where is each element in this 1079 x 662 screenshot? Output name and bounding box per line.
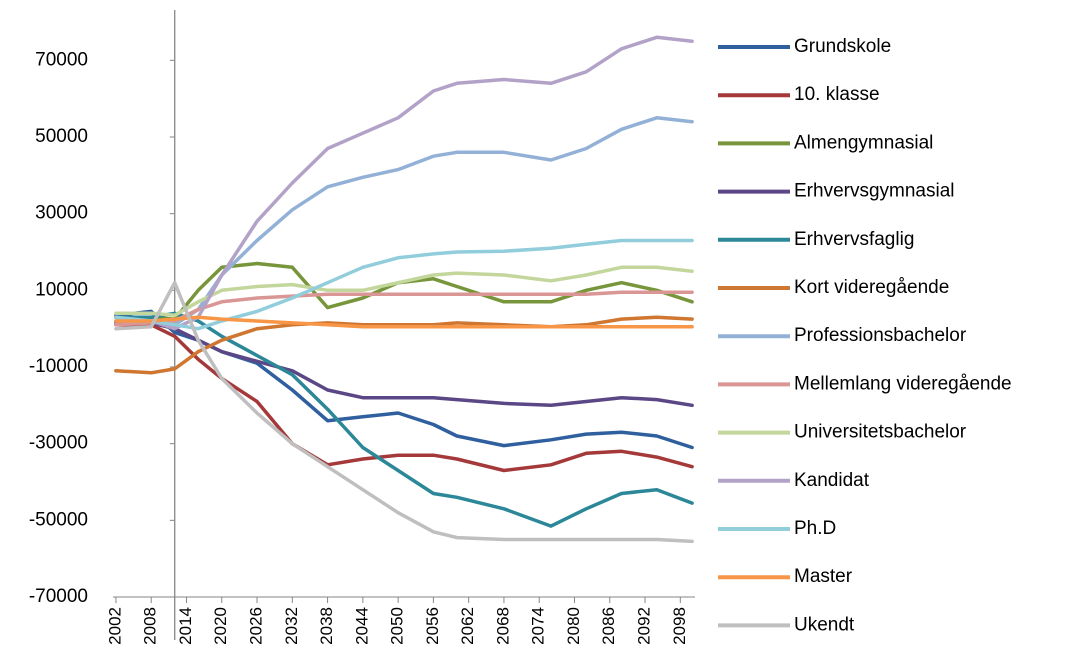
- y-tick-label: -50000: [29, 509, 88, 530]
- x-tick-label: 2098: [670, 607, 689, 645]
- x-tick-label: 2032: [282, 607, 301, 645]
- series-line: [114, 309, 694, 450]
- x-tick-label: 2074: [529, 607, 548, 645]
- x-tick-label: 2062: [458, 607, 477, 645]
- series-line: [114, 280, 694, 544]
- x-tick-label: 2086: [599, 607, 618, 645]
- y-tick-label: -70000: [29, 586, 88, 607]
- x-tick-label: 2044: [352, 607, 371, 645]
- x-tick-label: 2020: [211, 607, 230, 645]
- series-line: [114, 290, 694, 327]
- y-tick-label: -30000: [29, 433, 88, 454]
- x-tick-label: 2092: [635, 607, 654, 645]
- legend-label: Mellemlang videregående: [794, 373, 1012, 394]
- x-tick-label: 2008: [141, 607, 160, 645]
- legend-label: Almengymnasial: [794, 132, 933, 153]
- x-tick-label: 2050: [388, 607, 407, 645]
- x-tick-label: 2068: [493, 607, 512, 645]
- legend-label: Kandidat: [794, 470, 870, 491]
- legend-label: Erhvervsfaglig: [794, 229, 914, 250]
- legend-label: Grundskole: [794, 36, 891, 57]
- y-tick-label: -10000: [29, 356, 88, 377]
- y-tick-label: 70000: [35, 49, 88, 70]
- legend-label: 10. klasse: [794, 84, 880, 105]
- x-tick-label: 2026: [247, 607, 266, 645]
- legend-label: Ukendt: [794, 614, 855, 635]
- y-tick-label: 30000: [35, 203, 88, 224]
- series-line: [114, 315, 694, 329]
- x-tick-label: 2002: [105, 607, 124, 645]
- series-line: [114, 315, 694, 375]
- series-line: [114, 265, 694, 318]
- legend-label: Master: [794, 566, 853, 587]
- x-tick-label: 2056: [423, 607, 442, 645]
- legend-label: Kort videregående: [794, 277, 949, 298]
- legend-label: Ph.D: [794, 518, 836, 539]
- x-tick-label: 2038: [317, 607, 336, 645]
- x-tick-label: 2080: [564, 607, 583, 645]
- series-line: [114, 321, 694, 408]
- y-tick-label: 50000: [35, 126, 88, 147]
- legend-label: Erhvervsgymnasial: [794, 181, 955, 202]
- legend-label: Universitetsbachelor: [794, 422, 967, 443]
- series-line: [114, 261, 694, 321]
- x-tick-label: 2014: [176, 607, 195, 645]
- y-tick-label: 10000: [35, 279, 88, 300]
- legend-label: Professionsbachelor: [794, 325, 967, 346]
